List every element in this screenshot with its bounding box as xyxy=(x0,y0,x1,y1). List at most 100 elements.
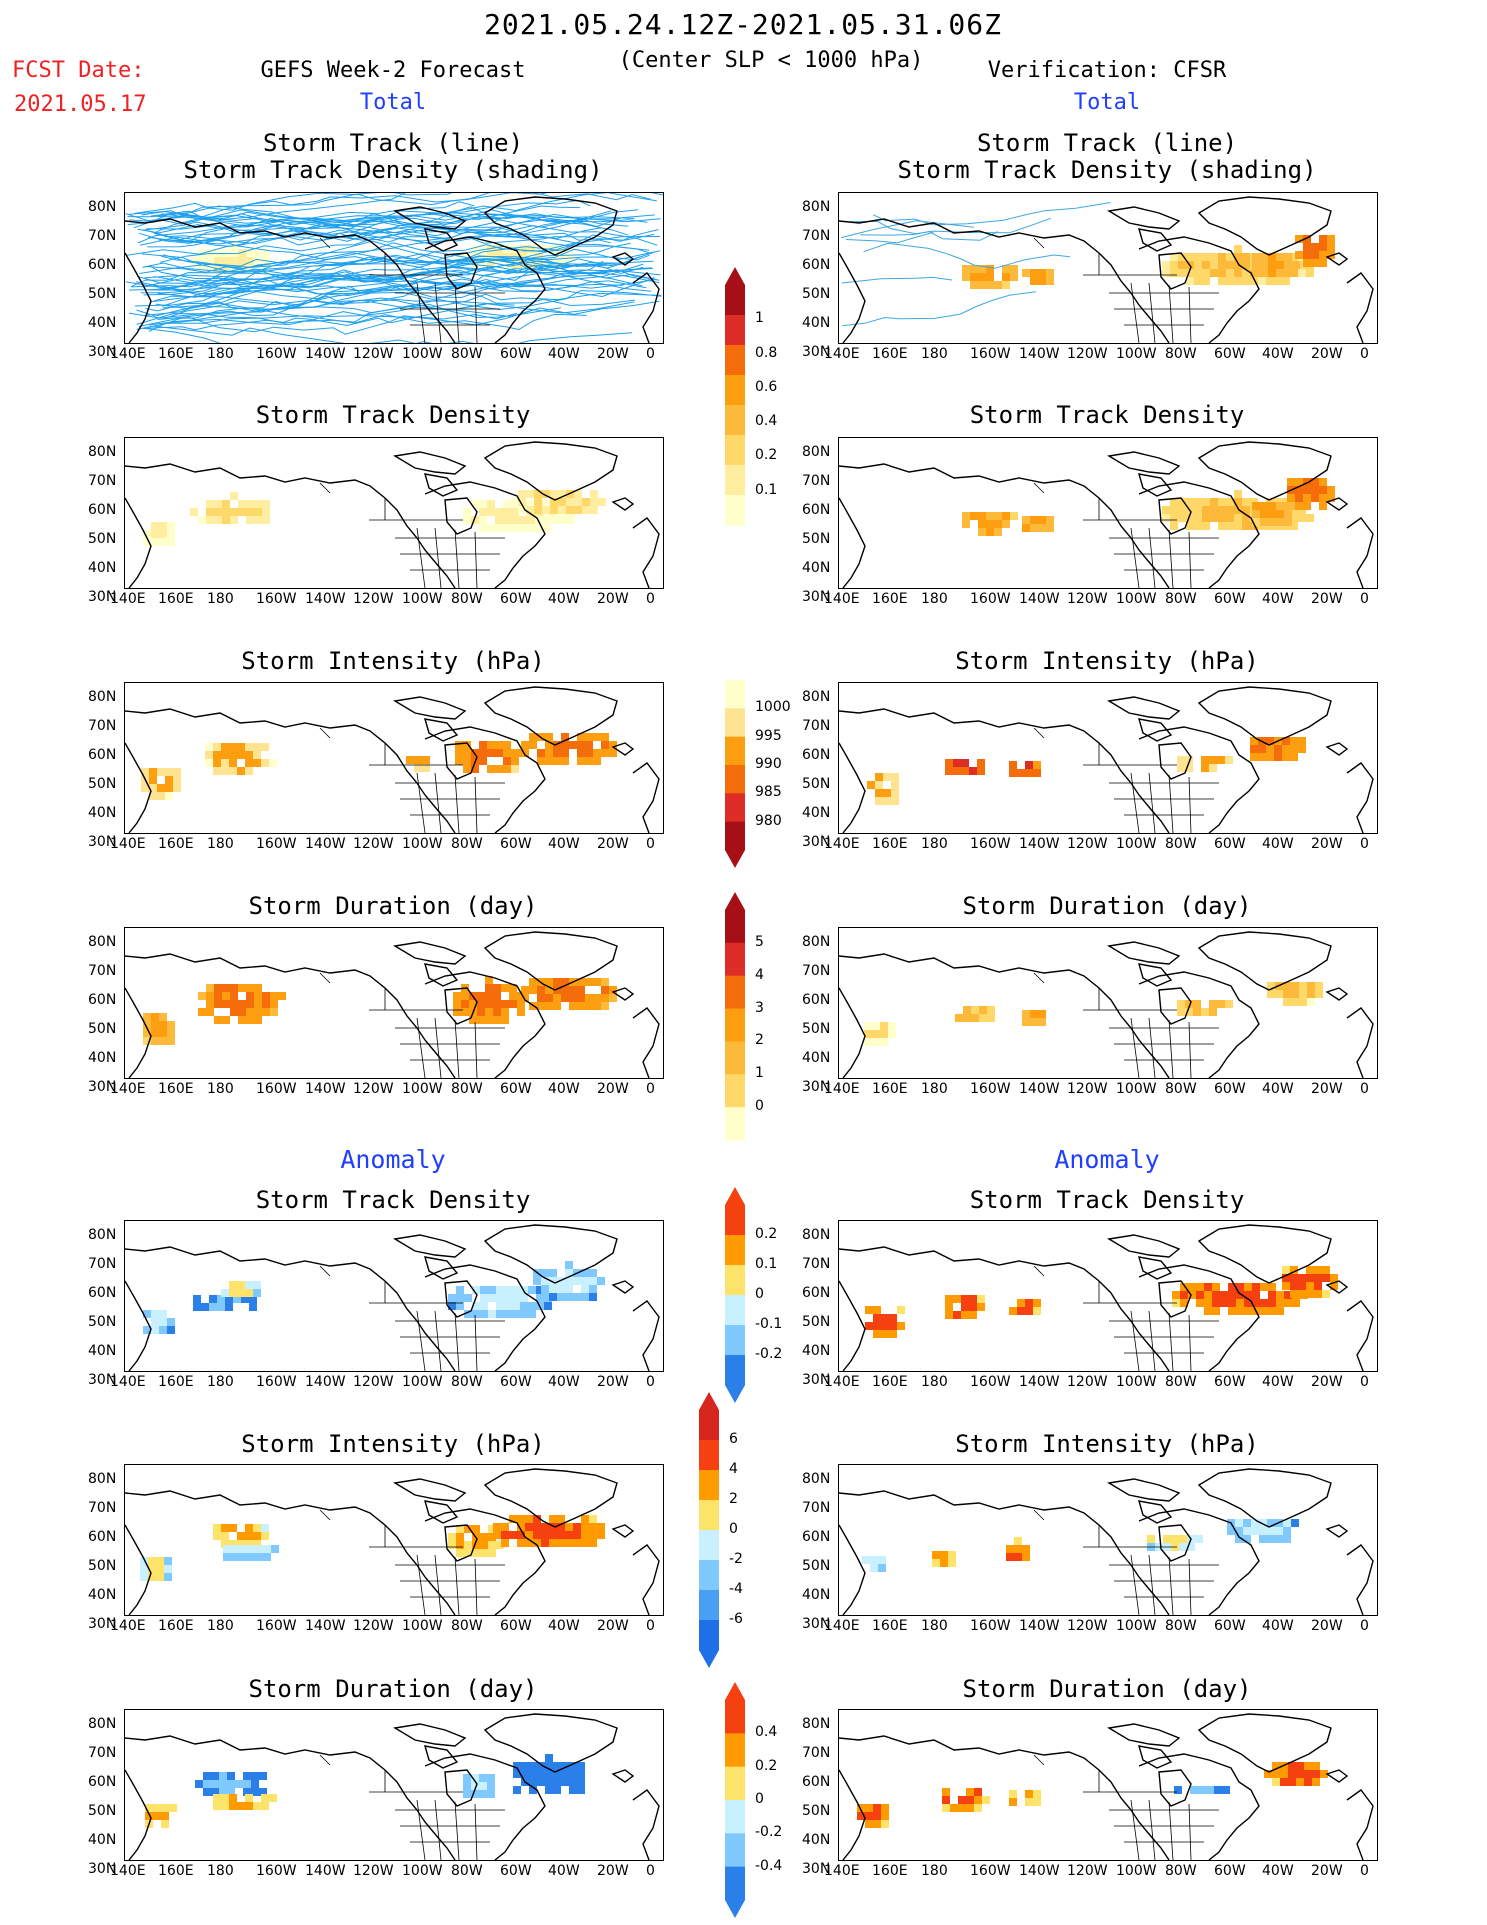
shading-cell xyxy=(472,1286,480,1294)
shading-cell xyxy=(167,1326,175,1334)
shading-cell xyxy=(1030,524,1038,532)
shading-cell xyxy=(867,781,875,789)
shading-cell xyxy=(209,1303,217,1311)
lat-tick-label: 50N xyxy=(802,1314,831,1330)
political-border xyxy=(454,284,460,343)
shading-cell xyxy=(1288,1778,1296,1786)
shading-cell xyxy=(593,1002,601,1010)
shading-cell xyxy=(149,768,157,776)
shading-cell xyxy=(245,1802,253,1810)
political-border xyxy=(1188,1803,1192,1860)
shading-cell xyxy=(455,749,463,757)
shading-cell xyxy=(453,992,461,1000)
shading-cell xyxy=(270,1008,278,1016)
storm-track-line xyxy=(148,261,661,291)
colorbar-swatch xyxy=(725,1833,745,1868)
shading-cell xyxy=(1250,745,1258,753)
shading-cell xyxy=(1276,502,1284,510)
lon-tick-label: 180 xyxy=(207,836,234,852)
shading-cell xyxy=(969,1303,977,1311)
shading-cell xyxy=(1242,498,1250,506)
shading-cell xyxy=(225,1303,233,1311)
lon-tick-label: 60W xyxy=(500,1081,532,1097)
shading-cell xyxy=(231,1553,239,1561)
shading-cell xyxy=(485,1008,493,1016)
shading-cell xyxy=(864,1030,872,1038)
shading-cell xyxy=(609,986,617,994)
shading-cell xyxy=(534,506,542,514)
shading-cell xyxy=(932,1551,940,1559)
shading-cell xyxy=(164,1565,172,1573)
coastline xyxy=(1158,252,1192,290)
lon-tick-label: 160E xyxy=(872,836,908,852)
shading-cell xyxy=(518,506,526,514)
shading-cell xyxy=(880,1022,888,1030)
lat-tick-label: 80N xyxy=(802,1716,831,1732)
map-duration-verif xyxy=(838,927,1378,1079)
shading-cell xyxy=(1298,737,1306,745)
storm-track-line xyxy=(134,193,549,214)
shading-cell xyxy=(254,1000,262,1008)
coastline xyxy=(424,236,546,343)
shading-cell xyxy=(872,1030,880,1038)
shading-cell xyxy=(978,273,986,281)
shading-cell xyxy=(463,1774,471,1782)
shading-cell xyxy=(1202,522,1210,530)
lon-tick-label: 80W xyxy=(1165,591,1197,607)
shading-cell xyxy=(1185,764,1193,772)
shading-cell xyxy=(1290,1274,1298,1282)
shading-cell xyxy=(875,789,883,797)
shading-cell xyxy=(1218,522,1226,530)
shading-cell xyxy=(262,508,270,516)
shading-cell xyxy=(1212,1307,1220,1315)
shading-cell xyxy=(950,1804,958,1812)
shading-cell xyxy=(1178,261,1186,269)
shading-cell xyxy=(1303,251,1311,259)
shading-cell xyxy=(1267,990,1275,998)
lat-tick-label: 50N xyxy=(802,1558,831,1574)
shading-cell xyxy=(1259,1527,1267,1535)
shading-cell xyxy=(221,1540,229,1548)
shading-cell xyxy=(597,1523,605,1531)
shading-cell xyxy=(1315,982,1323,990)
lat-tick-label: 60N xyxy=(88,1285,117,1301)
coastline xyxy=(1106,1723,1181,1747)
shading-cell xyxy=(569,994,577,1002)
shading-cell xyxy=(1306,269,1314,277)
shading-cell xyxy=(977,1303,985,1311)
political-border xyxy=(1033,237,1045,249)
shading-cell xyxy=(414,756,422,764)
map-intensity-anom-verif xyxy=(838,1464,1378,1616)
shading-cell xyxy=(509,1515,517,1523)
shading-cell xyxy=(214,500,222,508)
coastline xyxy=(444,497,478,535)
shading-cell xyxy=(1204,1291,1212,1299)
shading-cell xyxy=(479,741,487,749)
shading-cell xyxy=(1319,259,1327,267)
fcst-date-value: 2021.05.17 xyxy=(14,92,147,117)
political-border xyxy=(434,1554,442,1615)
shading-cell xyxy=(529,978,537,986)
storm-track-line xyxy=(157,193,652,221)
storm-track-line xyxy=(143,327,433,343)
shading-cell xyxy=(511,524,519,532)
shading-cell xyxy=(1170,261,1178,269)
lon-tick-label: 140W xyxy=(305,1081,346,1097)
fcst-date-label: FCST Date: xyxy=(12,58,145,83)
shading-cell xyxy=(206,1008,214,1016)
shading-cell xyxy=(1235,1519,1243,1527)
colorbar-swatch xyxy=(725,1041,745,1075)
shading-cell xyxy=(1268,1291,1276,1299)
shading-cell xyxy=(537,994,545,1002)
right-intensity-anom-title: Storm Intensity (hPa) xyxy=(955,1430,1259,1458)
shading-cell xyxy=(1291,982,1299,990)
shading-cell xyxy=(601,986,609,994)
shading-cell xyxy=(1178,269,1186,277)
lon-tick-label: 160E xyxy=(872,1081,908,1097)
shading-cell xyxy=(557,1515,565,1523)
shading-cell xyxy=(1009,1790,1017,1798)
storm-track-line xyxy=(872,202,1111,226)
shading-cell xyxy=(1217,1000,1225,1008)
shading-cell xyxy=(1194,269,1202,277)
shading-cell xyxy=(278,992,286,1000)
